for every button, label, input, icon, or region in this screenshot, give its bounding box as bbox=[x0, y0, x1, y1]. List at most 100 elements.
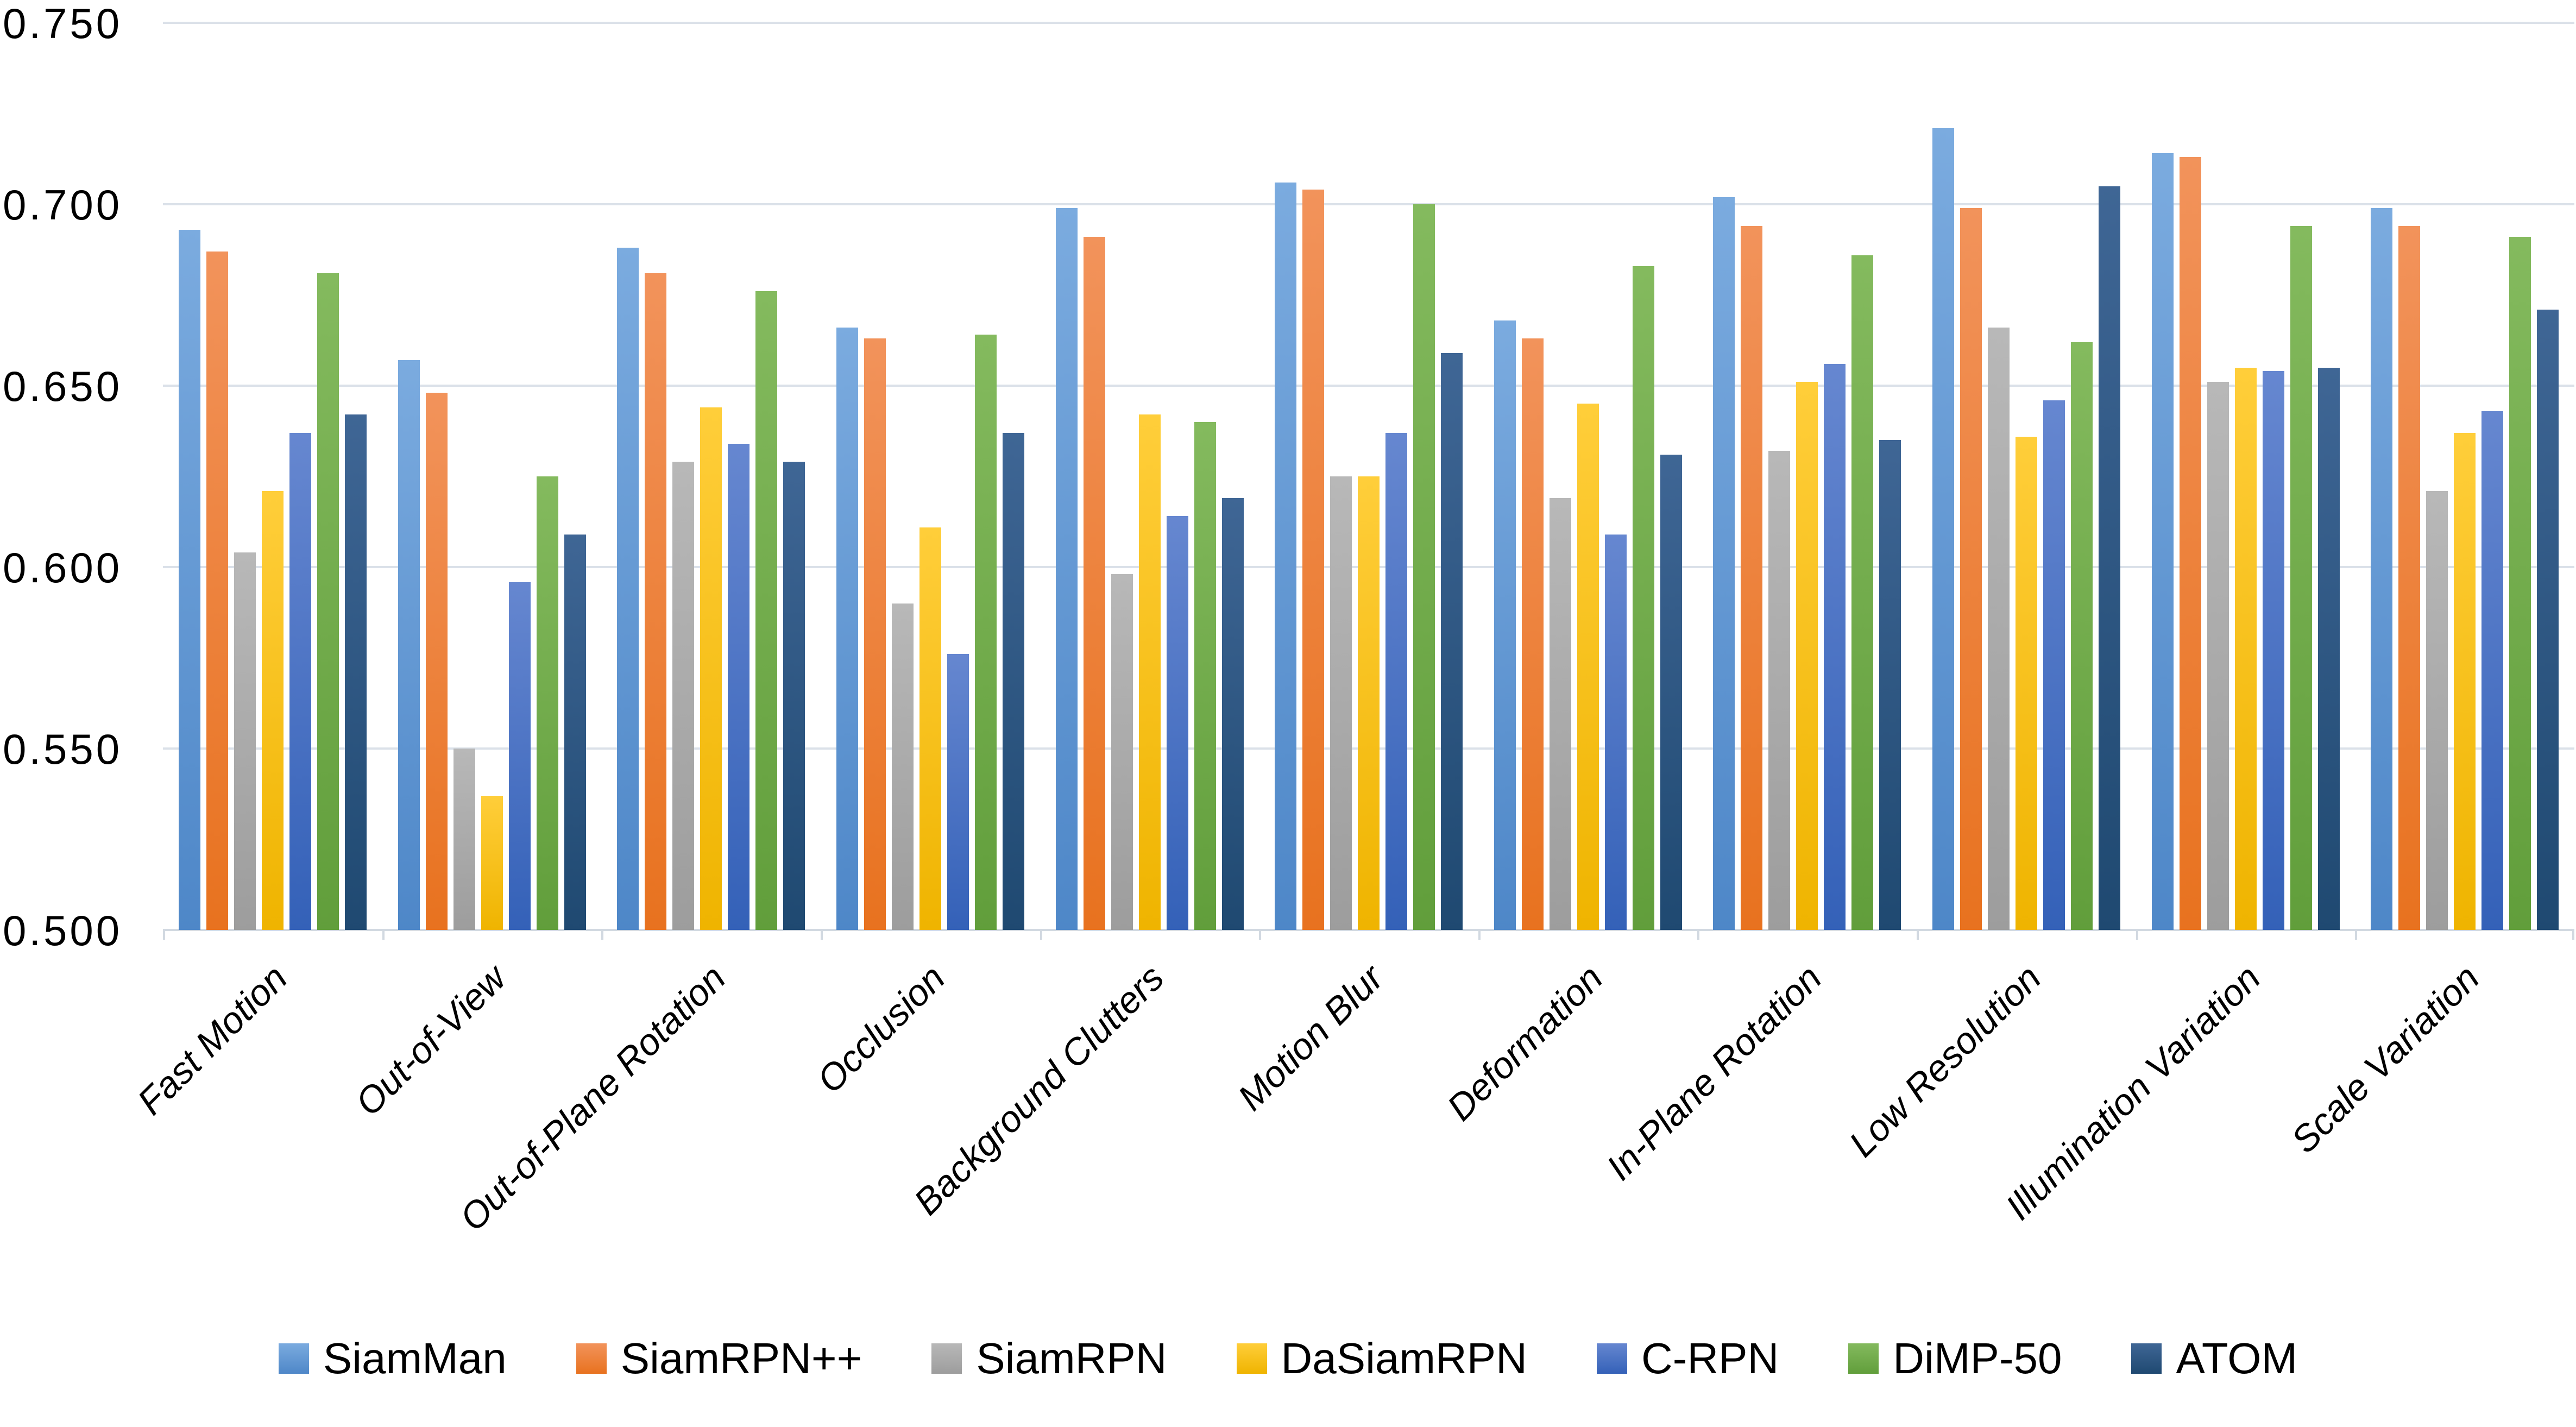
bar-dimp-50[interactable] bbox=[1633, 266, 1654, 930]
bar-siamman[interactable] bbox=[836, 328, 858, 930]
bar-dasiamrpn[interactable] bbox=[2235, 368, 2257, 930]
bar-atom[interactable] bbox=[2099, 186, 2120, 930]
bar-dimp-50[interactable] bbox=[2290, 226, 2312, 930]
bar-siamrpn-[interactable] bbox=[1302, 190, 1324, 930]
legend-item-siamrpn[interactable]: SiamRPN bbox=[931, 1334, 1167, 1384]
x-axis-tick bbox=[2355, 930, 2357, 940]
x-axis-tick bbox=[1478, 930, 1481, 940]
bar-siamman[interactable] bbox=[1275, 183, 1296, 930]
bar-dimp-50[interactable] bbox=[755, 291, 777, 930]
bar-siamrpn-[interactable] bbox=[1960, 208, 1982, 930]
bar-dasiamrpn[interactable] bbox=[1358, 476, 1380, 930]
x-axis-tick bbox=[1040, 930, 1042, 940]
bar-siamrpn-[interactable] bbox=[2398, 226, 2420, 930]
bar-c-rpn[interactable] bbox=[2043, 400, 2065, 930]
bar-siamrpn[interactable] bbox=[1111, 574, 1133, 930]
bar-dasiamrpn[interactable] bbox=[1139, 414, 1161, 930]
bar-dimp-50[interactable] bbox=[1413, 204, 1435, 930]
gridline bbox=[163, 203, 2574, 205]
bar-dimp-50[interactable] bbox=[975, 335, 997, 930]
bar-atom[interactable] bbox=[1441, 353, 1463, 930]
bar-atom[interactable] bbox=[564, 535, 586, 930]
bar-dasiamrpn[interactable] bbox=[1577, 404, 1599, 930]
bar-siamrpn-[interactable] bbox=[645, 273, 666, 930]
bar-siamman[interactable] bbox=[1713, 197, 1735, 930]
bar-group-illumination-variation bbox=[2136, 23, 2355, 930]
legend-swatch-icon bbox=[278, 1343, 309, 1374]
bar-siamrpn[interactable] bbox=[892, 604, 914, 930]
bar-dasiamrpn[interactable] bbox=[262, 491, 284, 930]
bar-siamrpn[interactable] bbox=[1550, 498, 1571, 930]
bar-siamman[interactable] bbox=[2371, 208, 2392, 930]
bar-siamrpn-[interactable] bbox=[1741, 226, 1762, 930]
bar-group-out-of-view bbox=[382, 23, 602, 930]
x-axis-tick bbox=[1917, 930, 1919, 940]
bar-siamrpn-[interactable] bbox=[2180, 157, 2201, 930]
bar-c-rpn[interactable] bbox=[1605, 535, 1627, 930]
y-axis-tick-label: 0.550 bbox=[3, 725, 123, 773]
bar-atom[interactable] bbox=[1222, 498, 1244, 930]
bar-dasiamrpn[interactable] bbox=[2016, 437, 2037, 930]
bar-atom[interactable] bbox=[1879, 440, 1901, 930]
bar-atom[interactable] bbox=[1003, 433, 1024, 930]
bar-siamrpn[interactable] bbox=[2207, 382, 2229, 930]
bar-c-rpn[interactable] bbox=[2481, 411, 2503, 930]
bar-c-rpn[interactable] bbox=[1824, 364, 1846, 930]
bar-atom[interactable] bbox=[783, 462, 805, 930]
bar-siamrpn[interactable] bbox=[672, 462, 694, 930]
bar-siamrpn[interactable] bbox=[1988, 328, 2010, 930]
bar-c-rpn[interactable] bbox=[289, 433, 311, 930]
bar-atom[interactable] bbox=[1660, 455, 1682, 930]
bar-dimp-50[interactable] bbox=[317, 273, 339, 930]
legend-label: DaSiamRPN bbox=[1281, 1334, 1527, 1382]
bar-dasiamrpn[interactable] bbox=[481, 796, 503, 930]
bar-siamrpn[interactable] bbox=[1768, 451, 1790, 930]
bar-dimp-50[interactable] bbox=[2071, 342, 2093, 930]
bar-c-rpn[interactable] bbox=[509, 582, 531, 930]
legend-item-atom[interactable]: ATOM bbox=[2131, 1334, 2297, 1384]
bar-c-rpn[interactable] bbox=[2263, 371, 2284, 930]
bar-siamrpn-[interactable] bbox=[864, 338, 886, 930]
bar-siamrpn[interactable] bbox=[1330, 476, 1352, 930]
bar-dimp-50[interactable] bbox=[537, 476, 558, 930]
bar-siamrpn[interactable] bbox=[234, 552, 256, 930]
bar-c-rpn[interactable] bbox=[1385, 433, 1407, 930]
bar-siamman[interactable] bbox=[398, 360, 420, 930]
legend-item-dimp-50[interactable]: DiMP-50 bbox=[1848, 1334, 2062, 1384]
bar-siamrpn-[interactable] bbox=[1522, 338, 1544, 930]
bar-group-out-of-plane-rotation bbox=[601, 23, 821, 930]
bar-siamrpn-[interactable] bbox=[206, 252, 228, 930]
bar-siamrpn[interactable] bbox=[454, 749, 475, 930]
bar-group-fast-motion bbox=[163, 23, 382, 930]
bar-atom[interactable] bbox=[345, 414, 367, 930]
bar-siamman[interactable] bbox=[1494, 320, 1516, 930]
bar-dasiamrpn[interactable] bbox=[700, 407, 722, 930]
legend-label: ATOM bbox=[2176, 1334, 2298, 1382]
legend-item-c-rpn[interactable]: C-RPN bbox=[1596, 1334, 1779, 1384]
bar-siamman[interactable] bbox=[1932, 128, 1954, 930]
x-axis-tick bbox=[821, 930, 823, 940]
bar-dasiamrpn[interactable] bbox=[2454, 433, 2476, 930]
bar-siamman[interactable] bbox=[617, 248, 639, 930]
bar-c-rpn[interactable] bbox=[1167, 516, 1188, 930]
bar-siamrpn-[interactable] bbox=[426, 393, 448, 930]
legend-item-dasiamrpn[interactable]: DaSiamRPN bbox=[1236, 1334, 1527, 1384]
bar-siamrpn-[interactable] bbox=[1084, 237, 1105, 930]
bar-dimp-50[interactable] bbox=[1194, 422, 1216, 930]
bar-c-rpn[interactable] bbox=[947, 654, 969, 930]
legend-item-siamrpn-[interactable]: SiamRPN++ bbox=[576, 1334, 862, 1384]
bar-dasiamrpn[interactable] bbox=[919, 527, 941, 930]
bar-siamman[interactable] bbox=[179, 230, 200, 930]
legend-item-siamman[interactable]: SiamMan bbox=[278, 1334, 507, 1384]
bar-atom[interactable] bbox=[2537, 310, 2559, 930]
bar-c-rpn[interactable] bbox=[728, 444, 750, 930]
bar-dimp-50[interactable] bbox=[1851, 255, 1873, 930]
bar-dimp-50[interactable] bbox=[2509, 237, 2531, 930]
bar-siamrpn[interactable] bbox=[2426, 491, 2448, 930]
bar-atom[interactable] bbox=[2318, 368, 2340, 930]
gridline bbox=[163, 385, 2574, 387]
x-axis-tick bbox=[2136, 930, 2138, 940]
bar-dasiamrpn[interactable] bbox=[1796, 382, 1818, 930]
bar-siamman[interactable] bbox=[2152, 153, 2174, 930]
bar-siamman[interactable] bbox=[1056, 208, 1078, 930]
